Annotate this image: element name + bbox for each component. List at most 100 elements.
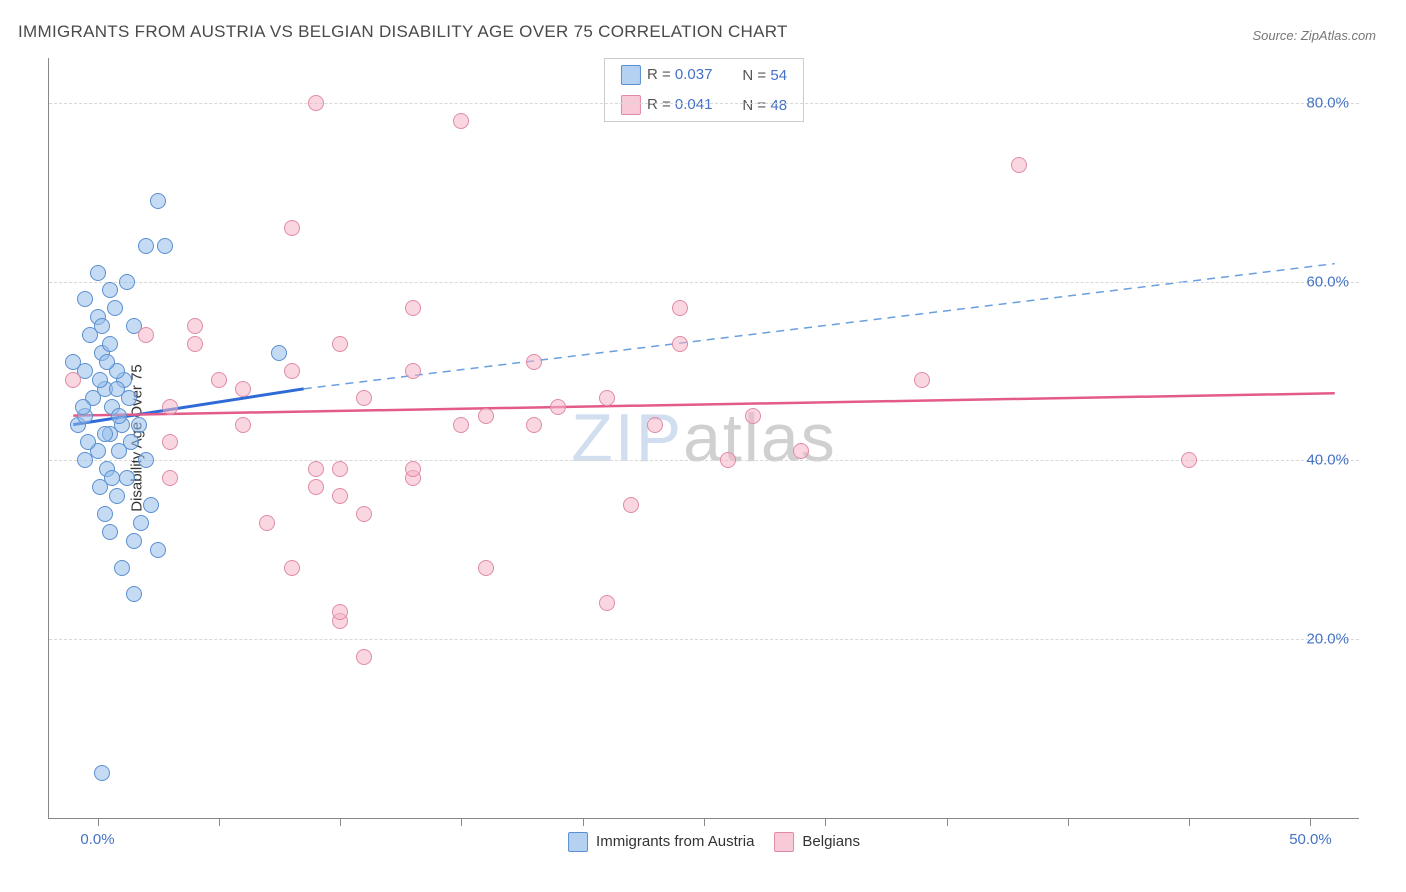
austria-marker (92, 372, 108, 388)
belgian-marker (356, 390, 372, 406)
austria-marker (271, 345, 287, 361)
belgian-marker (550, 399, 566, 415)
legend-swatch (568, 832, 588, 852)
belgian-marker (332, 336, 348, 352)
x-tick (340, 818, 341, 826)
legend-swatch: R = 0.037 (607, 61, 726, 89)
belgian-marker (623, 497, 639, 513)
belgian-marker (284, 363, 300, 379)
belgian-marker (284, 220, 300, 236)
belgian-marker (405, 363, 421, 379)
series-legend: Immigrants from Austria Belgians (548, 832, 860, 852)
austria-marker (94, 318, 110, 334)
belgian-marker (332, 461, 348, 477)
austria-marker (119, 470, 135, 486)
legend-label: Belgians (802, 833, 860, 850)
belgian-marker (453, 113, 469, 129)
austria-marker (107, 300, 123, 316)
belgian-marker (356, 649, 372, 665)
gridline (49, 103, 1359, 104)
austria-marker (80, 434, 96, 450)
y-tick-label: 60.0% (1306, 273, 1349, 290)
austria-marker (99, 354, 115, 370)
austria-marker (133, 515, 149, 531)
belgian-marker (162, 470, 178, 486)
austria-marker (150, 193, 166, 209)
austria-marker (131, 417, 147, 433)
belgian-marker (162, 399, 178, 415)
legend-n: N = 48 (728, 91, 801, 119)
belgian-marker (308, 95, 324, 111)
belgian-marker (599, 595, 615, 611)
belgian-marker (308, 461, 324, 477)
belgian-marker (672, 336, 688, 352)
austria-marker (138, 452, 154, 468)
austria-marker (157, 238, 173, 254)
austria-marker (143, 497, 159, 513)
belgian-marker (478, 560, 494, 576)
belgian-marker (235, 381, 251, 397)
belgian-marker (65, 372, 81, 388)
belgian-marker (332, 604, 348, 620)
x-tick (98, 818, 99, 826)
belgian-marker (162, 434, 178, 450)
austria-marker (126, 586, 142, 602)
belgian-marker (672, 300, 688, 316)
austria-marker (138, 238, 154, 254)
x-tick-label: 50.0% (1289, 831, 1332, 848)
plot-area: Disability Age Over 75 ZIPatlas R = 0.03… (48, 58, 1359, 819)
belgian-marker (599, 390, 615, 406)
gridline (49, 639, 1359, 640)
austria-marker (119, 274, 135, 290)
belgian-marker (1181, 452, 1197, 468)
legend-row: R = 0.037N = 54 (607, 61, 801, 89)
austria-marker (97, 506, 113, 522)
belgian-marker (1011, 157, 1027, 173)
belgian-marker (914, 372, 930, 388)
legend-swatch (774, 832, 794, 852)
belgian-marker (356, 506, 372, 522)
austria-marker (111, 408, 127, 424)
austria-marker (109, 381, 125, 397)
belgian-marker (235, 417, 251, 433)
austria-marker (77, 291, 93, 307)
austria-marker (150, 542, 166, 558)
belgian-marker (187, 336, 203, 352)
x-tick (1189, 818, 1190, 826)
y-tick-label: 80.0% (1306, 94, 1349, 111)
x-tick (1068, 818, 1069, 826)
belgian-marker (720, 452, 736, 468)
austria-marker (97, 426, 113, 442)
belgian-marker (138, 327, 154, 343)
x-tick (704, 818, 705, 826)
belgian-marker (793, 443, 809, 459)
belgian-marker (526, 417, 542, 433)
austria-marker (114, 560, 130, 576)
legend-n: N = 54 (728, 61, 801, 89)
y-tick-label: 40.0% (1306, 452, 1349, 469)
y-tick-label: 20.0% (1306, 631, 1349, 648)
legend-label: Immigrants from Austria (596, 833, 754, 850)
legend-row: R = 0.041N = 48 (607, 91, 801, 119)
austria-marker (90, 265, 106, 281)
belgian-marker (647, 417, 663, 433)
austria-marker (111, 443, 127, 459)
austria-marker (109, 488, 125, 504)
austria-marker (94, 765, 110, 781)
correlation-legend: R = 0.037N = 54R = 0.041N = 48 (604, 58, 804, 122)
x-tick (219, 818, 220, 826)
x-tick (1310, 818, 1311, 826)
x-tick (825, 818, 826, 826)
austria-marker (102, 336, 118, 352)
x-tick (583, 818, 584, 826)
belgian-marker (211, 372, 227, 388)
austria-marker (65, 354, 81, 370)
belgian-marker (745, 408, 761, 424)
gridline (49, 282, 1359, 283)
belgian-marker (332, 488, 348, 504)
belgian-marker (308, 479, 324, 495)
x-tick (461, 818, 462, 826)
belgian-marker (453, 417, 469, 433)
austria-marker (102, 524, 118, 540)
austria-marker (102, 282, 118, 298)
